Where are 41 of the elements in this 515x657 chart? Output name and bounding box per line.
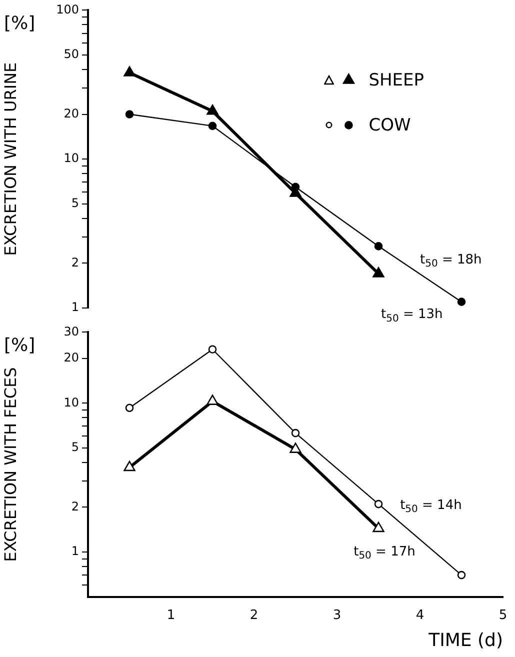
y-tick-label: 10: [64, 395, 79, 410]
x-tick-label: 5: [498, 608, 508, 623]
y-tick-label: 50: [64, 47, 79, 62]
x-tick-label: 3: [332, 608, 342, 623]
y-tick-label: 1: [71, 300, 79, 314]
x-tick-label: 4: [416, 608, 424, 623]
legend-label: SHEEP: [368, 70, 424, 91]
y-tick-label: 10: [64, 151, 79, 166]
point: [372, 267, 384, 278]
y-tick-label: 1: [71, 544, 79, 558]
point: [206, 394, 218, 405]
y-tick-label: 5: [71, 440, 79, 454]
legend-label: COW: [368, 116, 411, 136]
point: [125, 404, 134, 412]
point: [291, 428, 300, 438]
y-tick-label: 5: [71, 196, 79, 210]
y-axis-title: EXCRETION WITH URINE: [0, 62, 20, 256]
point: [372, 522, 384, 532]
y-axis-title: EXCRETION WITH FECES: [0, 367, 20, 562]
y-tick-label: 20: [64, 106, 79, 120]
text: [%]: [4, 12, 36, 34]
point: [124, 66, 136, 76]
x-tick-label: 2: [250, 608, 258, 623]
y-tick-label: 100: [56, 2, 79, 16]
point: [457, 570, 466, 580]
y-tick-label: 30: [64, 324, 79, 338]
point: [124, 460, 136, 472]
point: [457, 298, 466, 306]
y-tick-label: 2: [71, 499, 79, 514]
text: [%]: [4, 334, 36, 356]
y-tick-label: 2: [71, 255, 79, 270]
x-tick-label: 1: [166, 608, 176, 623]
x-axis-title: TIME (d): [428, 630, 503, 651]
y-tick-label: 20: [64, 350, 79, 365]
point: [290, 442, 302, 453]
point: [374, 242, 383, 250]
point: [374, 500, 383, 508]
point: [206, 104, 218, 115]
point: [208, 122, 217, 130]
point: [125, 110, 134, 118]
point: [208, 345, 217, 354]
